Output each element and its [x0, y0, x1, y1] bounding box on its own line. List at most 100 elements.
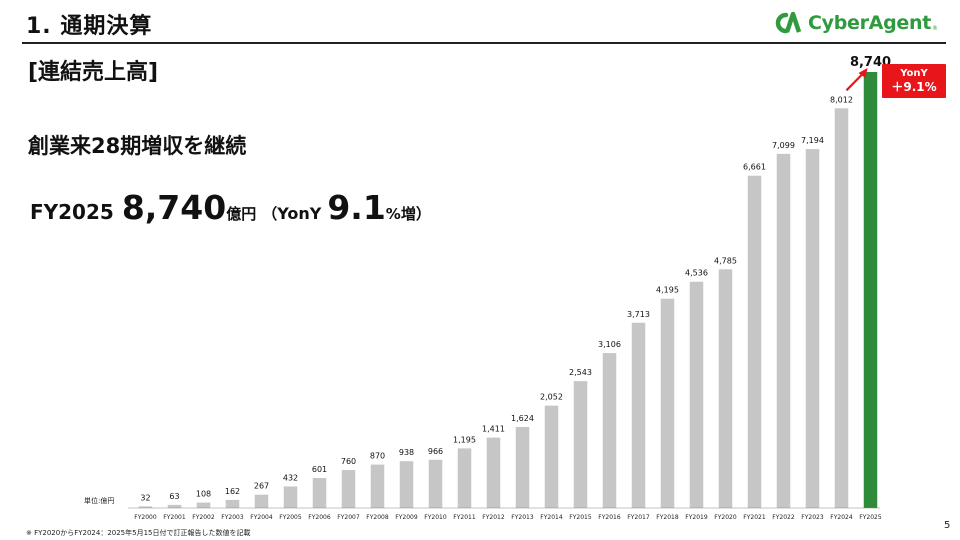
- bar-FY2018: [660, 298, 675, 508]
- data-label-FY2018: 4,195: [656, 286, 679, 295]
- bar-FY2008: [370, 464, 385, 508]
- bar-FY2016: [602, 353, 617, 508]
- x-tick-FY2002: FY2002: [192, 514, 215, 521]
- bar-FY2011: [457, 448, 472, 508]
- bar-FY2019: [689, 281, 704, 508]
- data-label-FY2025: 8,740: [850, 55, 891, 70]
- x-tick-FY2025: FY2025: [859, 514, 882, 521]
- page-title: 1. 通期決算: [26, 14, 153, 39]
- bar-FY2005: [283, 486, 298, 508]
- data-label-FY2023: 7,194: [801, 136, 824, 145]
- x-tick-FY2019: FY2019: [685, 514, 708, 521]
- headline: 創業来28期増収を継続: [28, 134, 247, 158]
- x-tick-FY2017: FY2017: [627, 514, 650, 521]
- logo-text: CyberAgent: [808, 12, 931, 34]
- bar-FY2017: [631, 322, 646, 508]
- yony-badge-label: YonY: [900, 68, 928, 79]
- bar-FY2015: [573, 381, 588, 508]
- kpi-unit: 億円: [226, 205, 257, 223]
- x-tick-FY2004: FY2004: [250, 514, 273, 521]
- data-label-FY2000: 32: [140, 493, 150, 502]
- growth-arrow-head: [858, 68, 868, 78]
- x-tick-FY2024: FY2024: [830, 514, 853, 521]
- data-label-FY2002: 108: [196, 490, 211, 499]
- data-label-FY2016: 3,106: [598, 340, 621, 349]
- kpi-paren-close: ）: [415, 205, 431, 223]
- bar-FY2025: [863, 72, 878, 508]
- kpi-rate: 9.1: [327, 188, 386, 227]
- title-divider: [22, 42, 946, 44]
- data-label-FY2017: 3,713: [627, 310, 650, 319]
- x-tick-FY2016: FY2016: [598, 514, 621, 521]
- unit-label: 単位:億円: [84, 497, 115, 505]
- data-label-FY2013: 1,624: [511, 414, 534, 423]
- data-label-FY2022: 7,099: [772, 141, 795, 150]
- bar-FY2022: [776, 153, 791, 508]
- kpi-paren-open: （: [262, 205, 278, 223]
- x-tick-FY2003: FY2003: [221, 514, 244, 521]
- bar-FY2003: [225, 499, 240, 508]
- data-label-FY2012: 1,411: [482, 425, 505, 434]
- data-label-FY2010: 966: [428, 447, 443, 456]
- bar-FY2012: [486, 437, 501, 508]
- bar-FY2014: [544, 405, 559, 508]
- data-label-FY2021: 6,661: [743, 163, 766, 172]
- bar-FY2013: [515, 426, 530, 508]
- bar-FY2020: [718, 269, 733, 508]
- kpi-yony-label: YonY: [277, 204, 322, 223]
- x-tick-FY2000: FY2000: [134, 514, 157, 521]
- data-label-FY2005: 432: [283, 473, 298, 482]
- bar-FY2023: [805, 149, 820, 508]
- data-label-FY2015: 2,543: [569, 368, 592, 377]
- bar-FY2006: [312, 478, 327, 508]
- section-label: [連結売上高]: [28, 60, 159, 85]
- data-label-FY2001: 63: [169, 492, 179, 501]
- x-tick-FY2021: FY2021: [743, 514, 766, 521]
- registered-mark: ®: [932, 25, 938, 32]
- x-tick-FY2010: FY2010: [424, 514, 447, 521]
- bar-FY2021: [747, 175, 762, 508]
- data-label-FY2014: 2,052: [540, 393, 563, 402]
- yony-badge-rate: ＋9.1%: [891, 80, 937, 94]
- bar-FY2001: [167, 504, 182, 508]
- x-tick-FY2015: FY2015: [569, 514, 592, 521]
- footnote: ※ FY2020からFY2024：2025年5月15日付で訂正報告した数値を記載: [26, 529, 251, 537]
- bar-FY2010: [428, 459, 443, 508]
- x-tick-FY2012: FY2012: [482, 514, 505, 521]
- x-tick-FY2022: FY2022: [772, 514, 795, 521]
- data-label-FY2008: 870: [370, 452, 385, 461]
- data-label-FY2003: 162: [225, 487, 240, 496]
- bar-FY2000: [138, 506, 153, 508]
- x-tick-FY2007: FY2007: [337, 514, 360, 521]
- x-tick-FY2014: FY2014: [540, 514, 563, 521]
- bar-FY2007: [341, 470, 356, 508]
- bar-FY2004: [254, 494, 269, 508]
- x-tick-FY2018: FY2018: [656, 514, 679, 521]
- x-tick-FY2008: FY2008: [366, 514, 389, 521]
- kpi-summary: FY2025 8,740億円 （YonY 9.1%増）: [30, 188, 431, 227]
- data-label-FY2004: 267: [254, 482, 269, 491]
- kpi-rate-suffix: %増: [385, 205, 416, 223]
- data-label-FY2006: 601: [312, 465, 327, 474]
- x-tick-FY2009: FY2009: [395, 514, 418, 521]
- data-label-FY2007: 760: [341, 457, 356, 466]
- yony-badge: YonY ＋9.1%: [882, 64, 946, 98]
- data-label-FY2020: 4,785: [714, 256, 737, 265]
- x-tick-FY2006: FY2006: [308, 514, 331, 521]
- data-label-FY2024: 8,012: [830, 95, 853, 104]
- company-logo: CyberAgent ®: [772, 8, 938, 38]
- x-tick-FY2001: FY2001: [163, 514, 186, 521]
- data-label-FY2019: 4,536: [685, 269, 708, 278]
- page-number: 5: [944, 520, 951, 531]
- kpi-fiscal-year: FY2025: [30, 200, 114, 224]
- x-tick-FY2013: FY2013: [511, 514, 534, 521]
- x-tick-FY2020: FY2020: [714, 514, 737, 521]
- logo-mark-icon: [775, 11, 802, 34]
- kpi-value: 8,740: [121, 188, 227, 227]
- bar-FY2002: [196, 502, 211, 508]
- x-tick-FY2005: FY2005: [279, 514, 302, 521]
- bar-FY2024: [834, 108, 849, 508]
- x-tick-FY2011: FY2011: [453, 514, 476, 521]
- data-label-FY2009: 938: [399, 448, 414, 457]
